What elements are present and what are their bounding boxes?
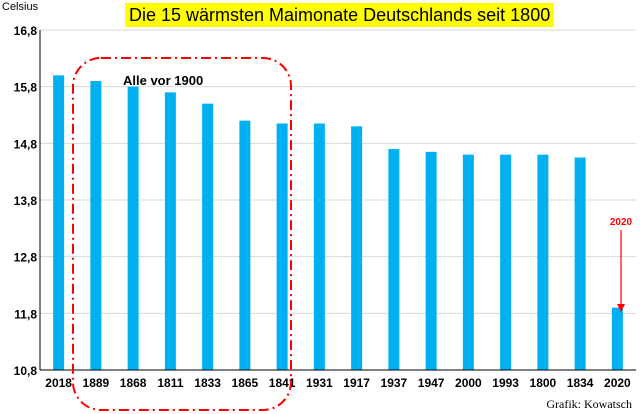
x-tick-label: 1889	[83, 376, 110, 390]
x-tick-label: 1841	[269, 376, 296, 390]
bar-1833	[202, 103, 214, 371]
bar-1889	[90, 81, 102, 370]
x-tick-labels: 2018 1889 1868 1811 1833 1865 1841 1931 1917 1937…	[45, 376, 631, 390]
x-tick-label: 1811	[157, 376, 183, 390]
x-tick-label: 1937	[381, 376, 408, 390]
y-tick-label: 10,8	[14, 364, 38, 378]
bar-1947	[425, 151, 437, 370]
y-tick-label: 13,8	[14, 194, 38, 208]
credit-label: Grafik: Kowatsch	[546, 397, 632, 411]
x-tick-label: 1993	[492, 376, 519, 390]
highlight-2020-arrowhead	[617, 304, 625, 312]
bar-1917	[351, 126, 363, 370]
x-tick-label: 1931	[306, 376, 333, 390]
y-tick-label: 15,8	[14, 81, 38, 95]
y-tick-label: 12,8	[14, 251, 38, 265]
x-tick-label: 1868	[120, 376, 147, 390]
bar-1993	[500, 154, 512, 370]
x-tick-label: 1834	[567, 376, 594, 390]
pre-1900-group-label: Alle vor 1900	[123, 73, 203, 88]
bar-1931	[313, 123, 325, 370]
bar-series	[53, 75, 623, 371]
chart-title: Die 15 wärmsten Maimonate Deutschlands s…	[129, 4, 551, 25]
bar-1841	[276, 123, 288, 370]
x-tick-label: 2018	[45, 376, 72, 390]
y-tick-label: 11,8	[14, 307, 37, 321]
pre-1900-group-box	[72, 57, 292, 411]
y-tick-labels: 10,8 11,8 12,8 13,8 14,8 15,8 16,8	[14, 24, 38, 378]
bar-2018	[53, 75, 65, 370]
x-tick-label: 1947	[418, 376, 445, 390]
highlight-2020-label: 2020	[610, 217, 633, 228]
chart-title-box: Die 15 wärmsten Maimonate Deutschlands s…	[125, 3, 555, 27]
y-axis-label: Celsius	[2, 1, 39, 13]
bar-1811	[164, 92, 176, 370]
bar-1800	[537, 154, 549, 370]
bar-1865	[239, 120, 251, 371]
bar-2020	[611, 307, 623, 370]
x-tick-label: 1800	[530, 376, 557, 390]
bar-2000	[462, 154, 474, 370]
x-tick-label: 2000	[455, 376, 482, 390]
x-tick-label: 2020	[604, 376, 631, 390]
x-tick-label: 1865	[232, 376, 259, 390]
x-tick-label: 1917	[343, 376, 370, 390]
y-tick-label: 16,8	[14, 24, 38, 38]
y-tick-label: 14,8	[14, 137, 38, 151]
x-tick-label: 1833	[194, 376, 221, 390]
bar-1937	[388, 149, 400, 370]
bar-1834	[574, 157, 586, 370]
bar-1868	[127, 86, 139, 371]
